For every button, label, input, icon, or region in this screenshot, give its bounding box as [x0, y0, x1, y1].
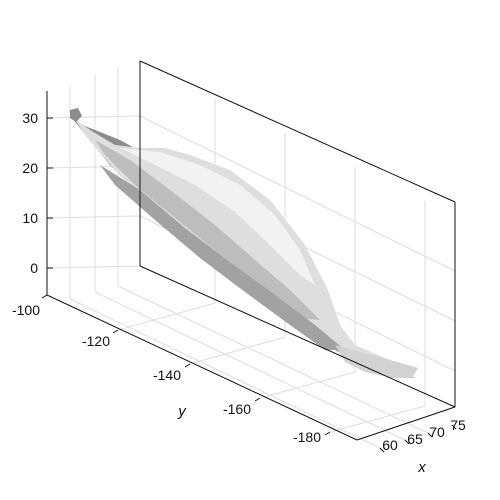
x-tick-label: 65: [407, 431, 423, 447]
y-tick-label: -140: [153, 367, 181, 383]
z-tick-label: 10: [22, 210, 38, 226]
y-tick-label: -160: [223, 401, 251, 417]
surface-tip: [70, 108, 82, 122]
z-tick-label: 20: [22, 160, 38, 176]
x-tick-label: 70: [429, 424, 445, 440]
surface-highlight: [120, 148, 315, 285]
y-tick-label: -180: [293, 429, 321, 445]
surface-tail: [335, 345, 418, 378]
z-tick-label: 0: [30, 260, 38, 276]
x-tick-label: 75: [450, 417, 466, 433]
x-axis-label: x: [417, 459, 426, 476]
y-tick-label: -100: [12, 302, 40, 318]
y-axis: [41, 294, 331, 436]
y-axis-label: y: [177, 403, 187, 420]
axis-box: [46, 60, 456, 441]
z-axis: [47, 117, 53, 269]
z-tick-label: 30: [22, 110, 38, 126]
surface-dark-band: [100, 165, 345, 350]
surface-object: [70, 108, 418, 378]
x-axis: [379, 424, 457, 453]
surface-mid-band: [95, 140, 320, 320]
surface-main: [74, 118, 418, 372]
x-tick-label: 60: [382, 437, 398, 453]
y-tick-label: -120: [82, 333, 110, 349]
